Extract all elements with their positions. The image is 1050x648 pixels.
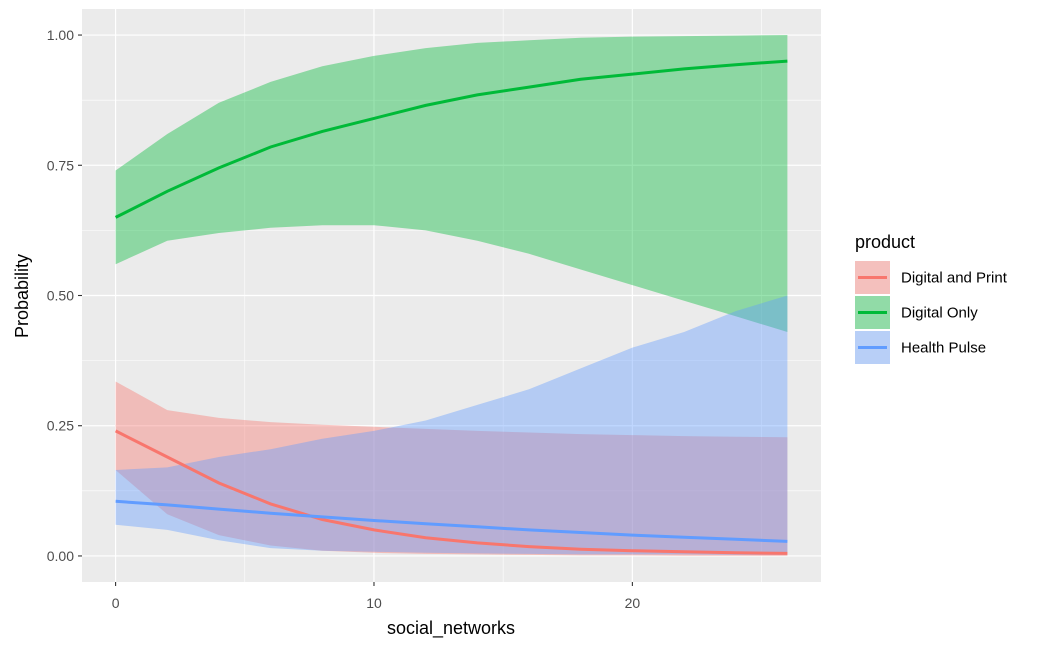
legend-title: product — [855, 232, 915, 252]
y-tick-label: 0.75 — [47, 157, 74, 173]
x-axis: 0 10 20 — [112, 582, 641, 611]
y-axis-title: Probability — [12, 254, 32, 338]
legend-label: Health Pulse — [901, 340, 986, 357]
y-tick-label: 0.50 — [47, 288, 74, 304]
y-tick-label: 0.00 — [47, 548, 74, 564]
series-line-2 — [115, 499, 788, 543]
series-lines — [114, 59, 788, 555]
x-tick-label: 10 — [366, 595, 382, 611]
x-tick-label: 20 — [625, 595, 641, 611]
grid-major — [82, 9, 821, 582]
confidence-ribbons — [115, 35, 788, 556]
ribbon-2 — [115, 295, 788, 555]
ribbon-0 — [115, 381, 788, 556]
ribbon-1 — [115, 35, 788, 332]
legend-label: Digital and Print — [901, 270, 1008, 287]
y-tick-label: 0.25 — [47, 418, 74, 434]
series-line-1 — [114, 59, 788, 219]
x-axis-title: social_networks — [387, 618, 515, 639]
x-tick-label: 0 — [112, 595, 120, 611]
legend: product Digital and Print Digital Only Hea… — [855, 232, 1008, 364]
y-axis: 0.00 0.25 0.50 0.75 1.00 — [47, 27, 82, 564]
y-tick-label: 1.00 — [47, 27, 74, 43]
series-line-0 — [114, 429, 788, 555]
legend-label: Digital Only — [901, 305, 978, 322]
